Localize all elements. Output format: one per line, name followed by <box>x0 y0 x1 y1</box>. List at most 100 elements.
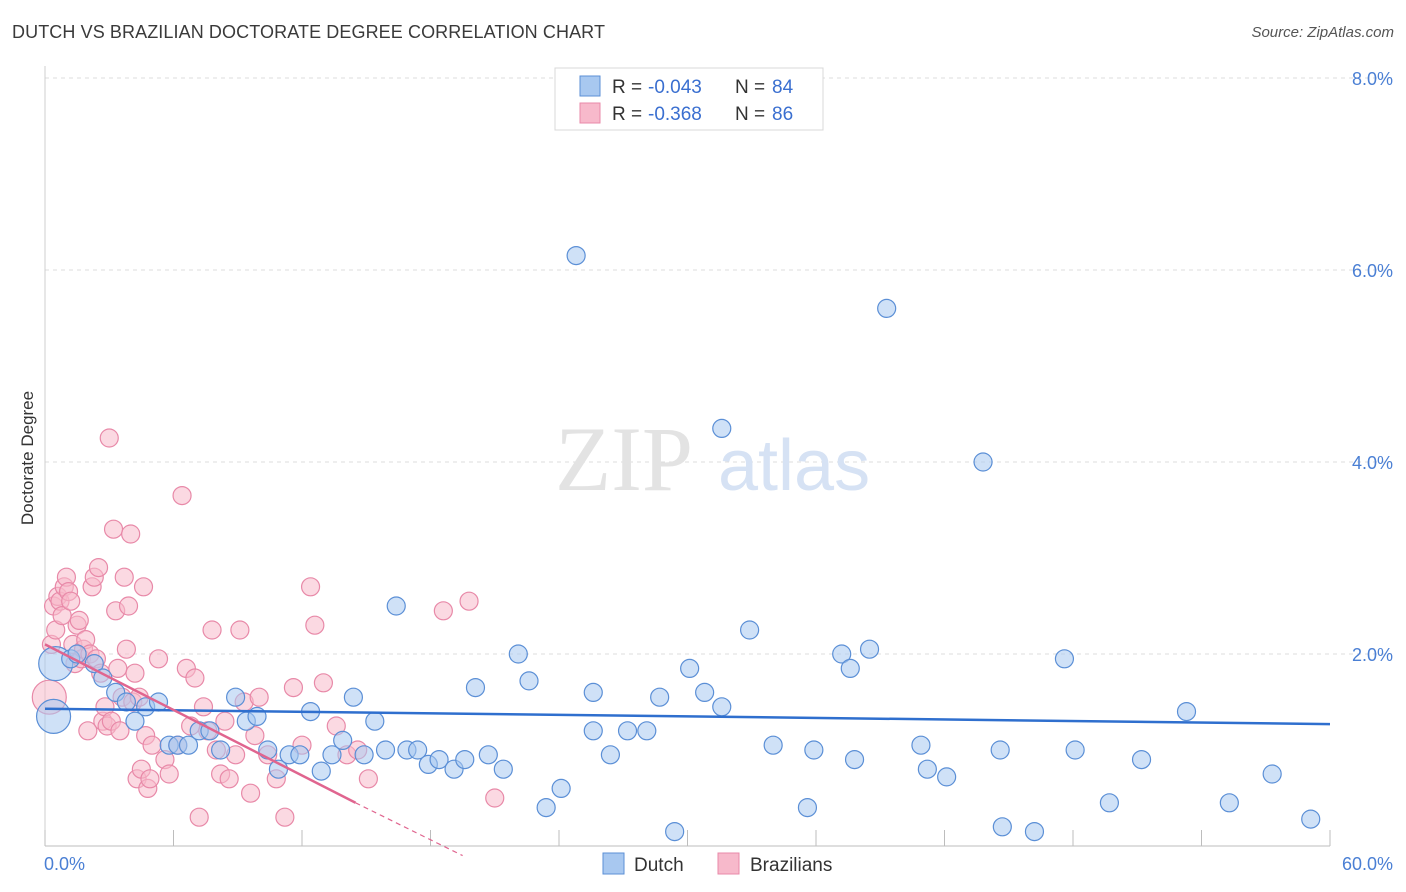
y-tick-label: 2.0% <box>1352 645 1393 665</box>
trend-lines <box>44 643 1331 857</box>
brazilians-point <box>103 519 124 539</box>
dutch-point <box>343 687 363 707</box>
dutch-point <box>583 682 603 703</box>
brazilians-point <box>78 721 98 741</box>
brazilians-point <box>116 639 136 659</box>
watermark-zip: ZIP <box>555 408 693 510</box>
brazilians-point <box>245 725 265 746</box>
dutch-point <box>1054 649 1075 669</box>
brazilians-point <box>159 764 179 784</box>
brazilians-point <box>219 769 239 789</box>
dutch-point <box>551 778 571 799</box>
dutch-point <box>680 658 700 679</box>
dutch-point <box>258 740 278 760</box>
brazilians-point <box>114 567 134 587</box>
dutch-point <box>429 749 449 770</box>
dutch-point <box>375 740 396 760</box>
dutch-point <box>1176 701 1197 722</box>
dutch-point <box>1099 793 1120 813</box>
dutch-point <box>1065 740 1085 760</box>
brazilians-point <box>172 486 192 506</box>
dutch-point <box>478 745 498 765</box>
dutch-point <box>508 644 528 664</box>
dutch-point <box>322 745 342 765</box>
brazilians-point <box>121 524 141 544</box>
brazilians-point <box>185 668 205 688</box>
dutch-point <box>832 644 852 664</box>
brazilians-point <box>148 649 169 669</box>
dutch-point <box>600 745 621 765</box>
dutch-point <box>973 452 993 472</box>
dutch-point <box>35 698 72 735</box>
dutch-point <box>1219 793 1239 813</box>
dutch-series <box>35 246 1321 842</box>
y-tick-label: 8.0% <box>1352 69 1393 89</box>
brazilians-point <box>88 557 109 578</box>
brazilians-point <box>230 620 250 640</box>
brazilians-point <box>433 601 453 621</box>
dutch-point <box>990 740 1010 760</box>
dutch-point <box>365 711 385 731</box>
watermark-atlas: atlas <box>718 426 870 506</box>
brazilians-legend-label: Brazilians <box>750 855 832 876</box>
dutch-point <box>840 658 860 679</box>
dutch-n-value: 84 <box>772 77 794 98</box>
brazilians-point <box>215 711 235 731</box>
x-tick-labels: 0.0% 60.0% <box>44 854 1393 874</box>
dutch-point <box>763 735 783 755</box>
dutch-point <box>178 735 199 755</box>
dutch-point <box>1024 821 1045 842</box>
brazilians-trend-extension <box>355 802 463 857</box>
x-tick-label: 60.0% <box>1342 854 1393 874</box>
stats-legend: R = -0.043 N = 84 R = -0.368 N = 86 <box>554 67 824 131</box>
braz-r-label: R = <box>612 104 642 125</box>
brazilians-point <box>249 687 269 707</box>
dutch-point <box>583 721 603 741</box>
dutch-point <box>695 682 715 703</box>
brazilians-point <box>313 673 334 693</box>
brazilians-swatch <box>579 102 601 124</box>
dutch-point <box>333 730 353 751</box>
dutch-legend-label: Dutch <box>634 855 684 876</box>
dutch-point <box>566 246 586 266</box>
dutch-point <box>877 298 897 318</box>
brazilians-point <box>193 697 214 717</box>
dutch-point <box>311 761 331 781</box>
dutch-point <box>1131 749 1152 770</box>
y-axis-title: Doctorate Degree <box>18 391 37 525</box>
dutch-point <box>617 721 638 741</box>
dutch-point <box>116 692 136 712</box>
brazilians-point <box>241 783 261 803</box>
dutch-point <box>712 697 732 717</box>
dutch-point <box>637 721 657 741</box>
dutch-n-label: N = <box>735 77 765 98</box>
source-label: Source: ZipAtlas.com <box>1251 24 1394 41</box>
gridlines <box>45 77 1392 655</box>
dutch-point <box>290 745 310 765</box>
dutch-r-label: R = <box>612 77 642 98</box>
brazilians-point <box>118 596 139 616</box>
dutch-point <box>804 740 824 760</box>
brazilians-point <box>202 620 222 640</box>
watermark: ZIP atlas <box>555 408 870 510</box>
brazilians-point <box>459 591 479 611</box>
brazilians-point <box>142 735 162 755</box>
brazilians-legend-swatch <box>717 852 740 875</box>
series-legend: Dutch Brazilians <box>602 852 832 876</box>
dutch-point <box>465 677 486 698</box>
dutch-point <box>386 596 406 616</box>
dutch-point <box>408 740 428 760</box>
brazilians-point <box>275 807 295 827</box>
brazilians-point <box>99 428 119 448</box>
brazilians-trend-line <box>44 643 357 804</box>
brazilians-point <box>485 788 505 808</box>
dutch-swatch <box>579 75 601 97</box>
brazilians-point <box>189 807 209 827</box>
dutch-point <box>740 620 760 640</box>
dutch-point <box>519 671 539 691</box>
dutch-point <box>125 711 145 731</box>
dutch-point <box>937 767 957 787</box>
brazilians-point <box>140 769 160 789</box>
braz-n-label: N = <box>735 104 765 125</box>
